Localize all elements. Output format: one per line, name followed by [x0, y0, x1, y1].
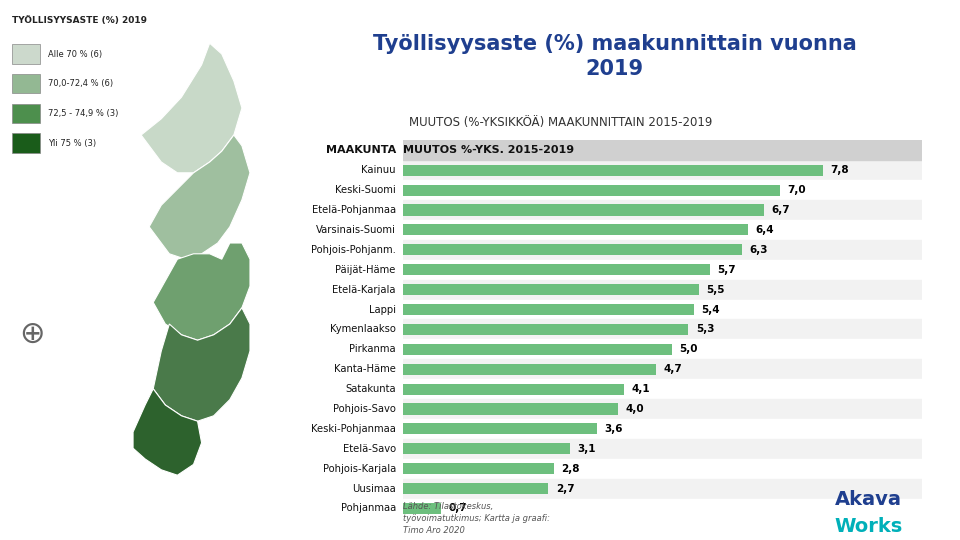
Text: 4,0: 4,0 — [626, 404, 644, 414]
Text: 0,7: 0,7 — [448, 503, 467, 514]
Text: 5,5: 5,5 — [707, 285, 725, 295]
Text: Uusimaa: Uusimaa — [352, 483, 396, 494]
Bar — [403, 185, 780, 195]
Polygon shape — [149, 135, 250, 259]
Text: 5,7: 5,7 — [717, 265, 736, 275]
Text: Alle 70 % (6): Alle 70 % (6) — [48, 50, 103, 58]
Bar — [403, 280, 922, 300]
Text: Kanta-Häme: Kanta-Häme — [334, 364, 396, 374]
Text: MAAKUNTA: MAAKUNTA — [325, 145, 396, 156]
Bar — [403, 344, 672, 355]
Bar — [403, 359, 922, 379]
Bar — [403, 324, 688, 335]
Bar — [403, 320, 922, 339]
Text: ⊕: ⊕ — [19, 320, 45, 349]
Text: 7,0: 7,0 — [787, 185, 805, 195]
Bar — [403, 260, 922, 280]
Text: Akava: Akava — [835, 490, 902, 509]
Text: 2,7: 2,7 — [556, 483, 574, 494]
Text: 72,5 - 74,9 % (3): 72,5 - 74,9 % (3) — [48, 109, 119, 118]
Text: 2,8: 2,8 — [562, 464, 580, 474]
Text: MUUTOS (%-YKSIKKÖÄ) MAAKUNNITTAIN 2015-2019: MUUTOS (%-YKSIKKÖÄ) MAAKUNNITTAIN 2015-2… — [409, 116, 712, 130]
Text: 3,6: 3,6 — [604, 424, 623, 434]
Bar — [403, 244, 742, 255]
Bar — [403, 224, 748, 235]
Text: Lappi: Lappi — [369, 305, 396, 314]
Bar — [403, 423, 597, 435]
Text: 5,0: 5,0 — [680, 345, 698, 354]
Text: MUUTOS %-YKS. 2015-2019: MUUTOS %-YKS. 2015-2019 — [403, 145, 574, 156]
Polygon shape — [154, 308, 250, 421]
Bar — [12, 74, 40, 93]
Bar — [403, 503, 441, 514]
Text: Yli 75 % (3): Yli 75 % (3) — [48, 139, 97, 147]
Bar — [403, 300, 922, 320]
Bar — [12, 104, 40, 123]
Bar — [403, 483, 548, 494]
Bar — [403, 205, 763, 215]
Polygon shape — [133, 389, 202, 475]
Text: 3,1: 3,1 — [577, 444, 596, 454]
Text: 7,8: 7,8 — [830, 165, 849, 176]
Bar — [403, 458, 922, 478]
Text: 70,0-72,4 % (6): 70,0-72,4 % (6) — [48, 79, 113, 88]
Bar — [403, 220, 922, 240]
Bar — [403, 443, 570, 454]
Text: Työllisyysaste (%) maakunnittain vuonna
2019: Työllisyysaste (%) maakunnittain vuonna … — [372, 35, 856, 79]
Polygon shape — [141, 43, 242, 173]
Bar — [403, 284, 699, 295]
Text: Pohjanmaa: Pohjanmaa — [341, 503, 396, 514]
Text: Kymenlaakso: Kymenlaakso — [330, 325, 396, 334]
Text: Etelä-Karjala: Etelä-Karjala — [332, 285, 396, 295]
Bar — [403, 264, 709, 275]
Bar — [403, 304, 694, 315]
Bar — [403, 498, 922, 518]
Text: 5,4: 5,4 — [701, 305, 720, 314]
Text: Lähde: Tilastokeskus,
työvoimatutkimus; Kartta ja graafi:
Timo Aro 2020: Lähde: Tilastokeskus, työvoimatutkimus; … — [403, 502, 550, 535]
Bar — [403, 463, 554, 474]
Bar — [403, 240, 922, 260]
Bar — [403, 403, 618, 415]
Text: 4,1: 4,1 — [631, 384, 650, 394]
Text: 6,7: 6,7 — [771, 205, 790, 215]
Polygon shape — [154, 243, 250, 340]
Bar — [403, 383, 624, 395]
Text: Etelä-Pohjanmaa: Etelä-Pohjanmaa — [312, 205, 396, 215]
Bar — [403, 165, 823, 176]
Text: Pohjois-Karjala: Pohjois-Karjala — [323, 464, 396, 474]
Bar — [403, 140, 922, 160]
Bar — [12, 133, 40, 153]
Text: 6,3: 6,3 — [750, 245, 768, 255]
Bar — [403, 339, 922, 359]
Bar — [403, 200, 922, 220]
Text: Keski-Suomi: Keski-Suomi — [335, 185, 396, 195]
Text: Päijät-Häme: Päijät-Häme — [335, 265, 396, 275]
Bar — [403, 439, 922, 458]
Text: Keski-Pohjanmaa: Keski-Pohjanmaa — [311, 424, 396, 434]
Text: Etelä-Savo: Etelä-Savo — [343, 444, 396, 454]
Text: 4,7: 4,7 — [663, 364, 683, 374]
Text: Satakunta: Satakunta — [346, 384, 396, 394]
Text: Kainuu: Kainuu — [361, 165, 396, 176]
Bar — [12, 44, 40, 64]
Text: Varsinais-Suomi: Varsinais-Suomi — [316, 225, 396, 235]
Bar — [403, 180, 922, 200]
Text: Pirkanma: Pirkanma — [349, 345, 396, 354]
Bar — [403, 419, 922, 439]
Bar — [403, 478, 922, 498]
Bar — [403, 363, 656, 375]
Text: 6,4: 6,4 — [755, 225, 774, 235]
Bar — [403, 399, 922, 419]
Text: TYÖLLISYYSASTE (%) 2019: TYÖLLISYYSASTE (%) 2019 — [12, 16, 147, 25]
Text: 5,3: 5,3 — [696, 325, 714, 334]
Bar — [403, 379, 922, 399]
Text: Pohjois-Pohjanm.: Pohjois-Pohjanm. — [311, 245, 396, 255]
Bar — [403, 160, 922, 180]
Text: Works: Works — [834, 517, 903, 536]
Text: Pohjois-Savo: Pohjois-Savo — [333, 404, 396, 414]
